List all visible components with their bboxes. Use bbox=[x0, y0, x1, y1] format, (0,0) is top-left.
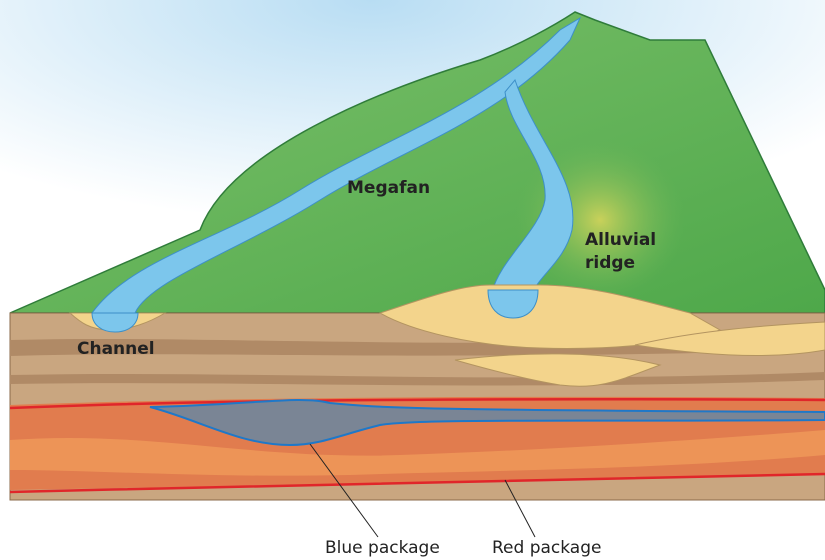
leader-line bbox=[309, 443, 379, 538]
sand-lens bbox=[454, 353, 662, 387]
sand-lens bbox=[634, 321, 825, 356]
label: Megafan bbox=[347, 178, 430, 198]
label: Blue package bbox=[325, 538, 440, 558]
blue-package bbox=[149, 398, 825, 447]
label: Channel bbox=[77, 339, 155, 359]
channel-water bbox=[91, 312, 139, 333]
label: Red package bbox=[492, 538, 601, 558]
river-main bbox=[91, 16, 582, 314]
layer bbox=[10, 372, 825, 386]
label: Alluvial bbox=[585, 230, 656, 250]
ridge-sand bbox=[378, 284, 722, 349]
red-boundary bbox=[9, 398, 825, 410]
ridge-channel-water bbox=[487, 289, 539, 319]
label: ridge bbox=[585, 253, 635, 273]
leader-line bbox=[504, 479, 536, 538]
red-lens bbox=[10, 430, 825, 476]
red-boundary bbox=[9, 472, 825, 494]
